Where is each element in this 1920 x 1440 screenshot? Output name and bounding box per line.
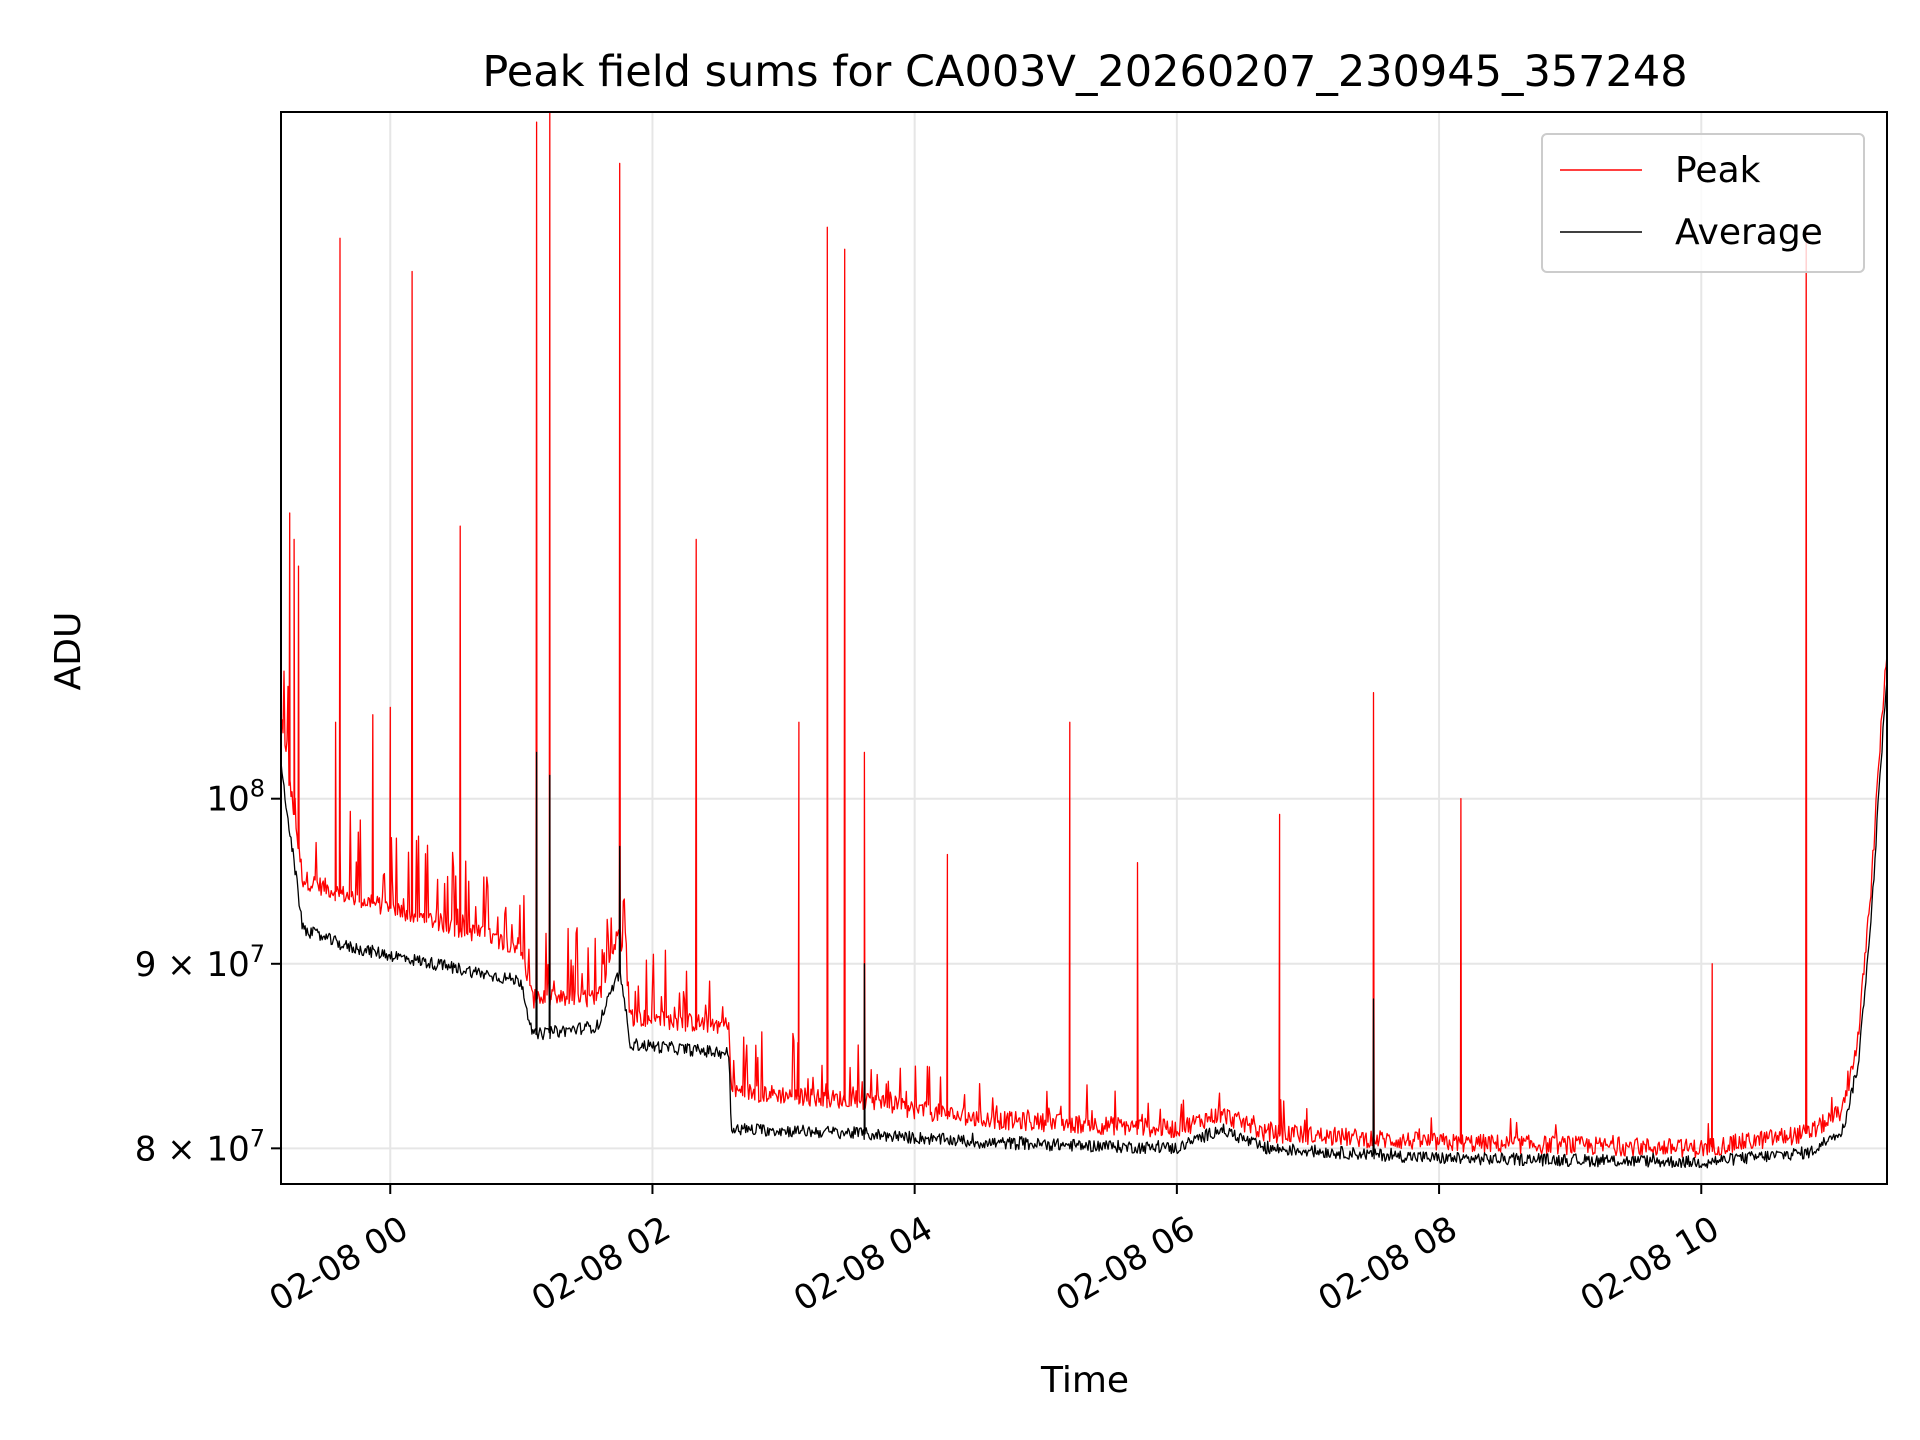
x-axis-title: Time [1040, 1360, 1129, 1401]
series-line-average [280, 680, 1888, 1169]
x-tick-label: 02-08 00 [263, 1209, 415, 1320]
legend-label-average: Average [1675, 212, 1823, 253]
chart-title: Peak field sums for CA003V_20260207_2309… [482, 47, 1687, 97]
legend-label-peak: Peak [1675, 150, 1761, 191]
y-tick-label: 8 × 107 [135, 1124, 265, 1169]
grid [281, 112, 1887, 1184]
legend-box [1541, 133, 1865, 273]
legend: Peak Average [1541, 133, 1865, 273]
y-axis: 8 × 107 9 × 107 108 [135, 775, 281, 1169]
y-axis-title: ADU [48, 612, 89, 691]
x-tick-label: 02-08 04 [787, 1209, 939, 1320]
plot-frame [280, 111, 1888, 1185]
x-tick-label: 02-08 10 [1574, 1209, 1726, 1320]
x-axis: 02-08 00 02-08 02 02-08 04 02-08 06 02-08 08… [263, 1184, 1726, 1320]
y-tick-label: 9 × 107 [135, 940, 265, 985]
y-tick-label: 108 [206, 775, 265, 820]
x-tick-label: 02-08 06 [1049, 1209, 1201, 1320]
x-tick-label: 02-08 08 [1312, 1209, 1464, 1320]
plot-series [280, 111, 1888, 1169]
x-tick-label: 02-08 02 [525, 1209, 677, 1320]
series-line-peak [280, 111, 1888, 1159]
